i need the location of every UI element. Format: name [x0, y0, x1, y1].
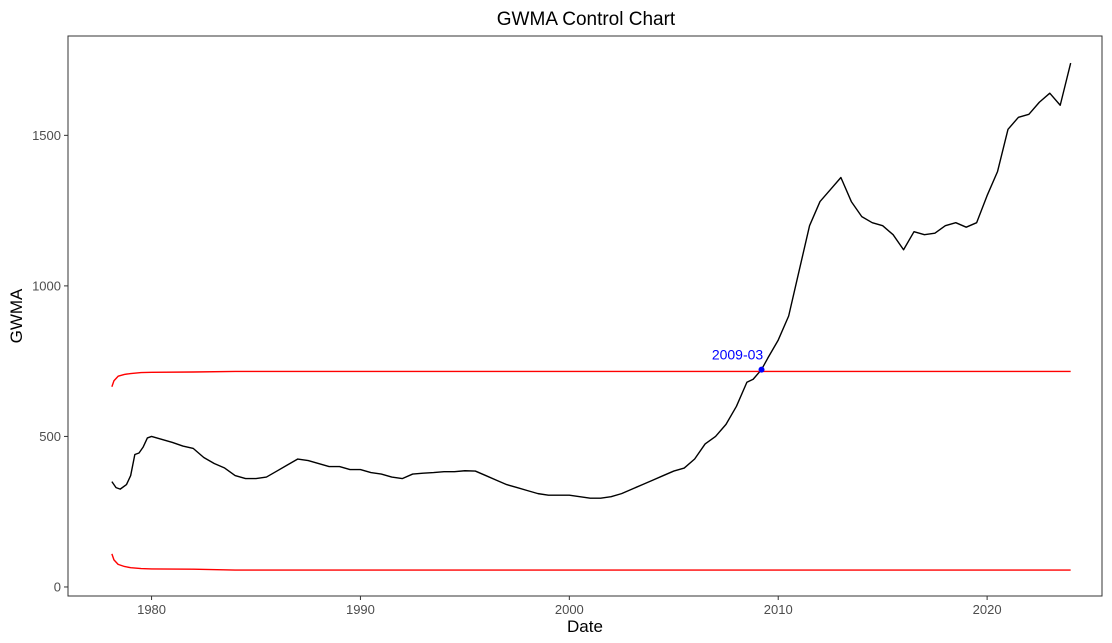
x-axis: 1980 1990 2000 2010 2020 [137, 596, 1002, 617]
x-tick-label: 2020 [973, 602, 1002, 617]
plot-panel-border [67, 35, 1103, 597]
y-tick-label: 1500 [32, 128, 61, 143]
y-tick-label: 1000 [32, 278, 61, 293]
x-tick-label: 1980 [137, 602, 166, 617]
lower-control-limit-line [111, 553, 1071, 571]
gwma-line [111, 62, 1072, 499]
y-axis: 0 500 1000 1500 [32, 128, 68, 594]
annotation-layer: 2009-03 [712, 347, 765, 373]
signal-point [758, 366, 765, 373]
y-tick-label: 0 [54, 579, 61, 594]
y-tick-label: 500 [39, 429, 61, 444]
chart-title: GWMA Control Chart [497, 9, 676, 30]
x-tick-label: 1990 [346, 602, 375, 617]
x-axis-title: Date [567, 617, 603, 636]
y-axis-title: GWMA [7, 288, 26, 343]
series-layer [111, 62, 1072, 571]
x-tick-label: 2000 [555, 602, 584, 617]
x-tick-label: 2010 [764, 602, 793, 617]
signal-point-label: 2009-03 [712, 347, 764, 363]
upper-control-limit-line [111, 370, 1071, 387]
